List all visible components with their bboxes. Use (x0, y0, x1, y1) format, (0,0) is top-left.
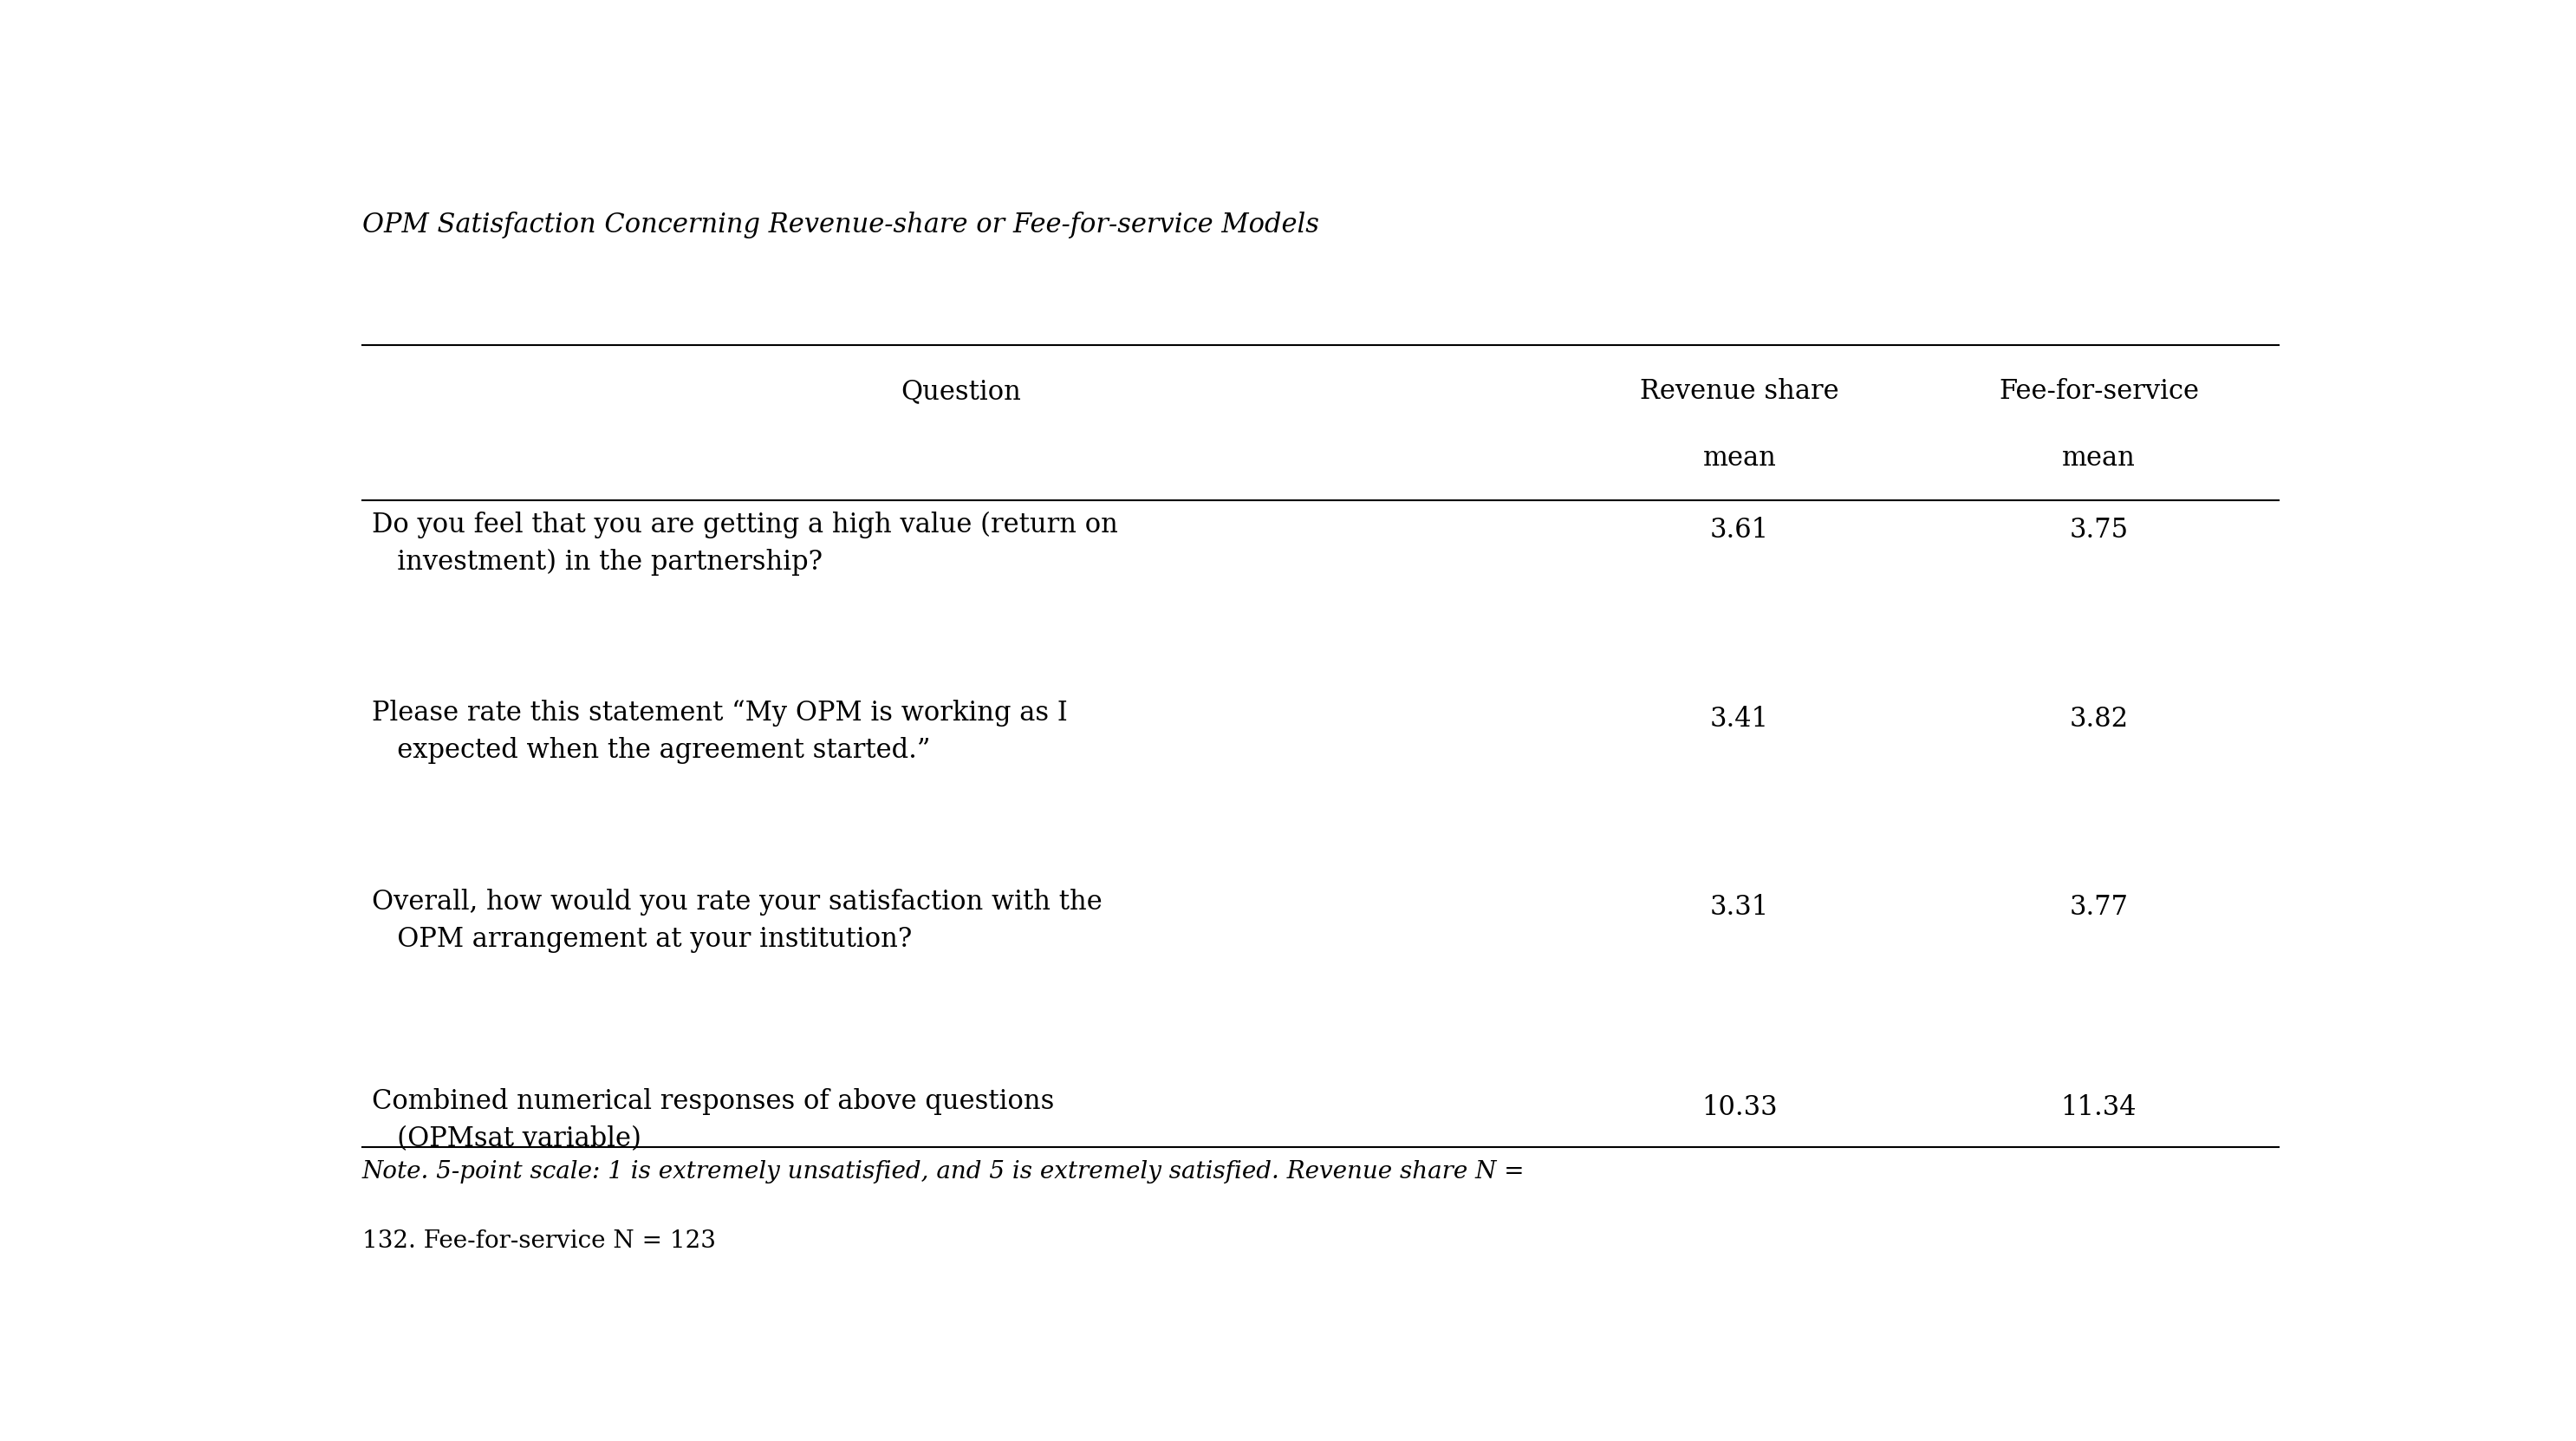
Text: 10.33: 10.33 (1703, 1094, 1777, 1121)
Text: 3.75: 3.75 (2069, 517, 2128, 543)
Text: 3.61: 3.61 (1710, 517, 1770, 543)
Text: 132. Fee-for-service N = 123: 132. Fee-for-service N = 123 (361, 1229, 716, 1252)
Text: mean: mean (2061, 445, 2136, 471)
Text: Overall, how would you rate your satisfaction with the
   OPM arrangement at you: Overall, how would you rate your satisfa… (371, 889, 1103, 953)
Text: Fee-for-service: Fee-for-service (1999, 378, 2200, 405)
Text: Please rate this statement “My OPM is working as I
   expected when the agreemen: Please rate this statement “My OPM is wo… (371, 700, 1066, 764)
Text: 3.77: 3.77 (2069, 893, 2128, 921)
Text: mean: mean (1703, 445, 1777, 471)
Text: Revenue share: Revenue share (1641, 378, 1839, 405)
Text: OPM Satisfaction Concerning Revenue-share or Fee-for-service Models: OPM Satisfaction Concerning Revenue-shar… (361, 212, 1319, 239)
Text: Question: Question (902, 378, 1020, 405)
Text: 11.34: 11.34 (2061, 1094, 2136, 1121)
Text: Do you feel that you are getting a high value (return on
   investment) in the p: Do you feel that you are getting a high … (371, 512, 1118, 576)
Text: 3.31: 3.31 (1710, 893, 1770, 921)
Text: Note. 5-point scale: 1 is extremely unsatisfied, and 5 is extremely satisfied. R: Note. 5-point scale: 1 is extremely unsa… (361, 1160, 1525, 1185)
Text: Combined numerical responses of above questions
   (OPMsat variable): Combined numerical responses of above qu… (371, 1088, 1054, 1153)
Text: 3.82: 3.82 (2069, 706, 2128, 732)
Text: 3.41: 3.41 (1710, 706, 1770, 732)
